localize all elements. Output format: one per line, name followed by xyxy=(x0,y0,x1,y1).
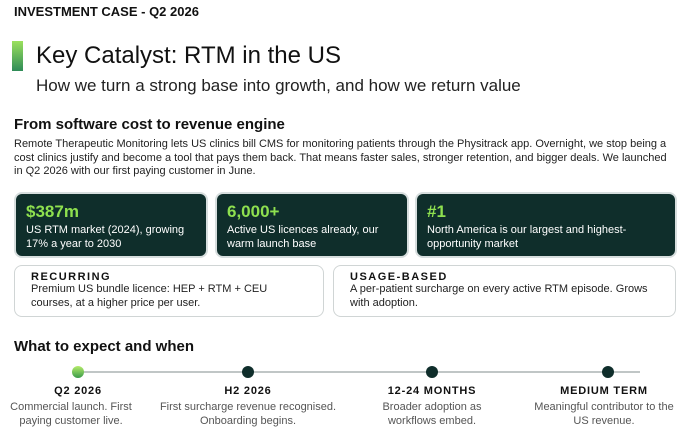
model-text: Premium US bundle licence: HEP + RTM + C… xyxy=(31,283,268,309)
timeline-track xyxy=(72,366,640,378)
milestone-text: Meaningful contributor to the US revenue… xyxy=(534,401,674,427)
stat-text: US RTM market (2024), growing 17% a year… xyxy=(26,224,185,250)
subtitle: How we turn a strong base into growth, a… xyxy=(36,76,521,95)
stat-value: 6,000+ xyxy=(227,202,280,221)
milestone: 12-24 MONTHS Broader adoption as workflo… xyxy=(347,385,517,428)
model-label: RECURRING xyxy=(31,271,112,283)
model-card: USAGE-BASED A per-patient surcharge on e… xyxy=(333,265,676,317)
stat-value: #1 xyxy=(427,202,446,221)
milestone-dot xyxy=(72,366,84,378)
milestone-label: Q2 2026 xyxy=(54,385,102,397)
section-body: Remote Therapeutic Monitoring lets US cl… xyxy=(14,138,667,177)
stat-value: $387m xyxy=(26,202,79,221)
model-text: A per-patient surcharge on every active … xyxy=(350,283,648,309)
milestone-dot xyxy=(426,366,438,378)
milestone: H2 2026 First surcharge revenue recognis… xyxy=(160,385,336,428)
milestone-label: H2 2026 xyxy=(224,385,272,397)
stat-text: North America is our largest and highest… xyxy=(427,224,627,250)
milestone-dot xyxy=(242,366,254,378)
section-heading: From software cost to revenue engine xyxy=(14,116,285,133)
model-label: USAGE-BASED xyxy=(350,271,448,283)
milestone-text: First surcharge revenue recognised. Onbo… xyxy=(159,401,337,427)
stat-card: #1 North America is our largest and high… xyxy=(415,192,677,258)
milestone-dot xyxy=(602,366,614,378)
stat-text: Active US licences already, our warm lau… xyxy=(227,224,379,250)
stat-card: $387m US RTM market (2024), growing 17% … xyxy=(14,192,208,258)
milestone-label: 12-24 MONTHS xyxy=(387,385,477,397)
milestone: Q2 2026 Commercial launch. First paying … xyxy=(0,385,163,428)
milestone-text: Commercial launch. First paying customer… xyxy=(10,401,132,427)
stat-card: 6,000+ Active US licences already, our w… xyxy=(215,192,409,258)
milestone-text: Broader adoption as workflows embed. xyxy=(382,401,482,427)
model-card: RECURRING Premium US bundle licence: HEP… xyxy=(14,265,324,317)
title: Key Catalyst: RTM in the US xyxy=(36,42,341,69)
timeline-heading: What to expect and when xyxy=(14,338,195,355)
milestone: MEDIUM TERM Meaningful contributor to th… xyxy=(519,385,689,428)
milestone-label: MEDIUM TERM xyxy=(560,385,648,397)
accent-bar xyxy=(12,41,23,71)
header-label: INVESTMENT CASE - Q2 2026 xyxy=(14,4,199,19)
